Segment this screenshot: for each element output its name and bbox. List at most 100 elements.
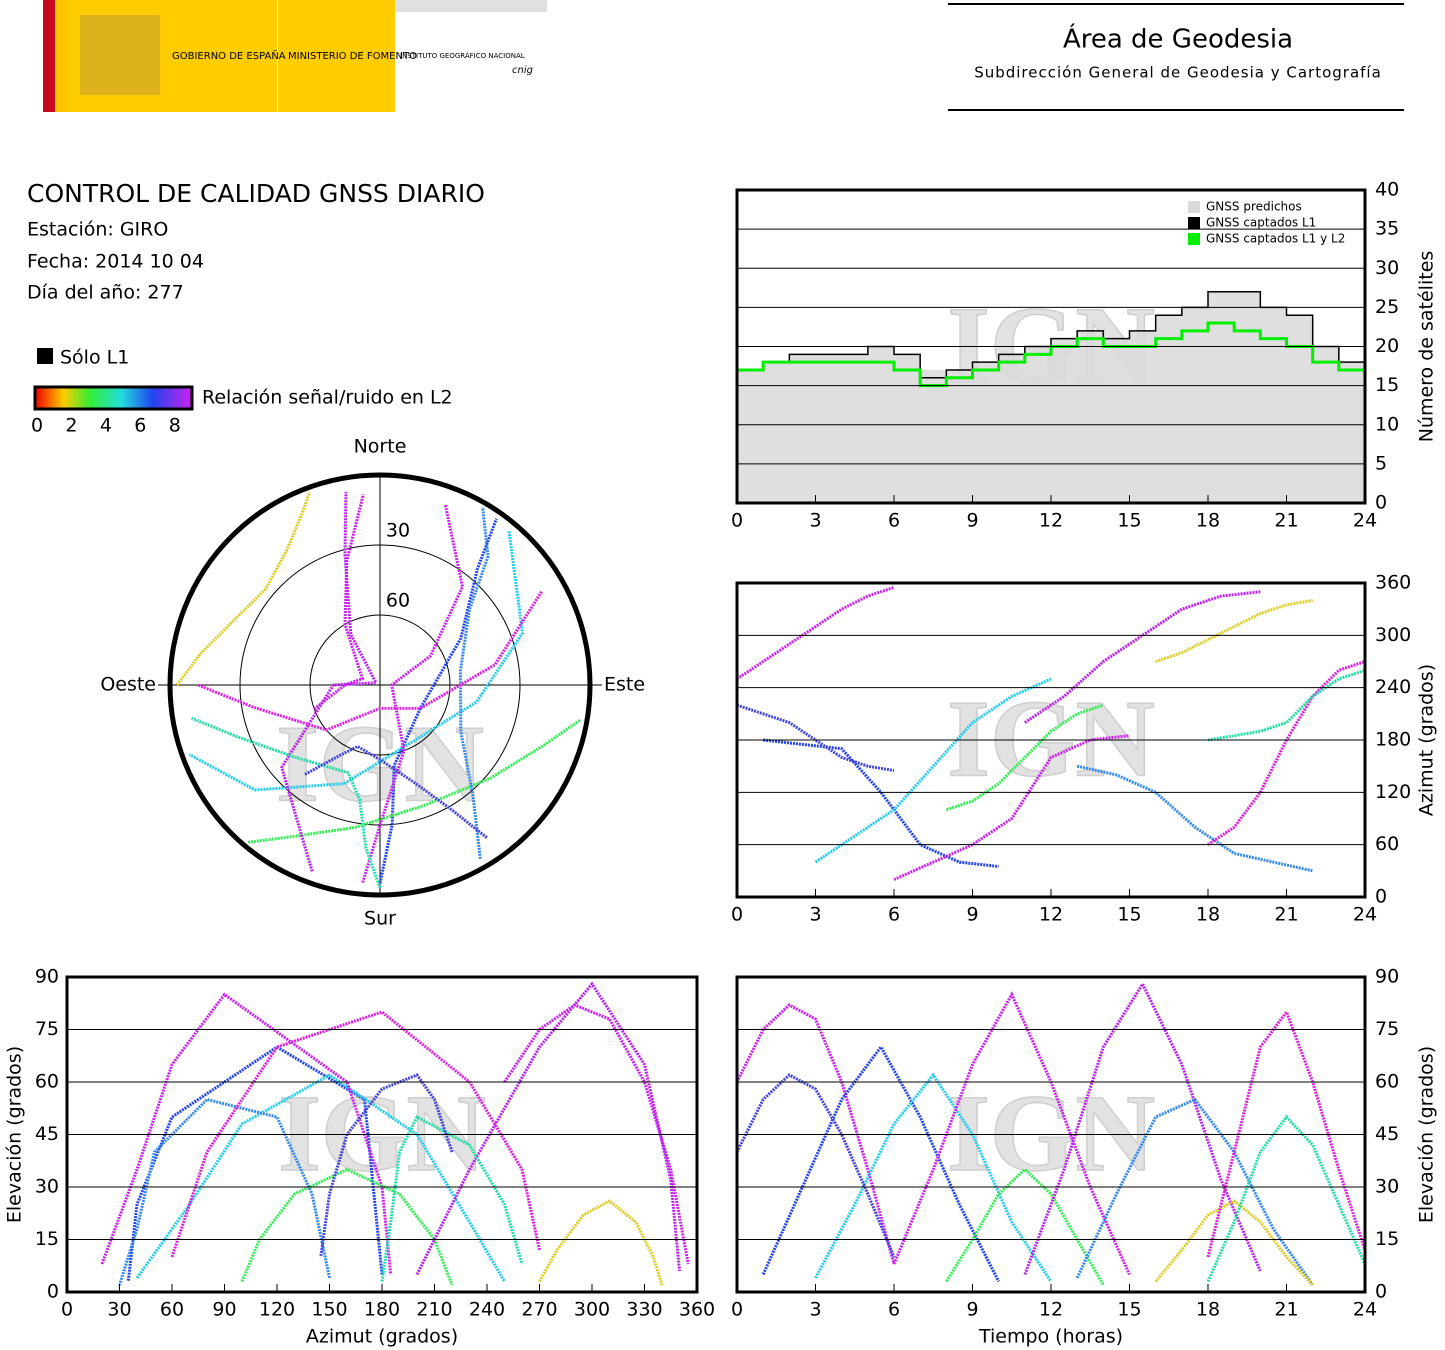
chart: IGN051015202530354003691215182124Número … bbox=[731, 179, 1438, 532]
y-tick-label: 75 bbox=[35, 1018, 59, 1040]
satellite-track bbox=[175, 491, 312, 686]
plot-frame bbox=[735, 188, 1367, 505]
y-tick-label: 300 bbox=[1375, 624, 1411, 646]
x-tick-label: 270 bbox=[521, 1299, 557, 1321]
satellite-track bbox=[378, 518, 498, 884]
x-tick-label: 0 bbox=[731, 1299, 743, 1321]
y-tick-label: 360 bbox=[1375, 572, 1411, 594]
y-axis-label: Elevación (grados) bbox=[1416, 1046, 1438, 1223]
gov-name: GOBIERNO DE ESPAÑA bbox=[172, 49, 286, 62]
x-tick-label: 24 bbox=[1353, 510, 1377, 532]
x-tick-label: 210 bbox=[416, 1299, 452, 1321]
satellite-track bbox=[538, 1199, 664, 1286]
y-tick-label: 15 bbox=[1375, 374, 1399, 396]
satellite-track bbox=[280, 491, 379, 872]
snr-tick-label: 2 bbox=[65, 415, 77, 437]
y-tick-label: 0 bbox=[1375, 886, 1387, 908]
satellite-track bbox=[1023, 590, 1261, 724]
satellite-track bbox=[1206, 1008, 1367, 1258]
horizon bbox=[167, 472, 593, 898]
satellite-track bbox=[313, 494, 365, 711]
satellite-track bbox=[415, 981, 681, 1276]
satellite-track bbox=[197, 590, 543, 732]
x-tick-label: 21 bbox=[1274, 510, 1298, 532]
plot-frame bbox=[735, 975, 1367, 1294]
coat-of-arms bbox=[80, 15, 160, 95]
legend-swatch bbox=[1188, 217, 1200, 229]
snr-tick-label: 6 bbox=[134, 415, 146, 437]
y-tick-label: 45 bbox=[1375, 1123, 1399, 1145]
x-tick-label: 21 bbox=[1274, 1299, 1298, 1321]
legend-swatch bbox=[1188, 201, 1200, 213]
x-tick-label: 3 bbox=[809, 1299, 821, 1321]
y-tick-label: 75 bbox=[1375, 1018, 1399, 1040]
x-tick-label: 3 bbox=[809, 904, 821, 926]
area-title: Área de Geodesia bbox=[1063, 23, 1293, 55]
satellite-track bbox=[458, 507, 490, 859]
north-label: Norte bbox=[354, 436, 407, 458]
subdirection: Subdirección General de Geodesia y Carto… bbox=[974, 64, 1382, 82]
x-tick-label: 120 bbox=[259, 1299, 295, 1321]
satellite-track bbox=[380, 1114, 524, 1282]
x-tick-label: 24 bbox=[1353, 904, 1377, 926]
satellite-track bbox=[1154, 1199, 1314, 1287]
y-tick-label: 40 bbox=[1375, 179, 1399, 201]
plot-frame bbox=[65, 975, 699, 1294]
institute-name: INSTITUTO GEOGRÁFICO NACIONAL bbox=[400, 51, 525, 60]
satellite-track bbox=[1207, 660, 1366, 846]
x-tick-label: 12 bbox=[1039, 1299, 1063, 1321]
satellite-track bbox=[814, 1072, 1053, 1283]
y-tick-label: 10 bbox=[1375, 413, 1399, 435]
y-tick-label: 30 bbox=[1375, 1176, 1399, 1198]
x-tick-label: 6 bbox=[888, 510, 900, 532]
legend-entry: GNSS predichos bbox=[1206, 200, 1302, 214]
satellite-track bbox=[118, 1097, 331, 1286]
snr-colorbar bbox=[33, 385, 194, 411]
x-tick-label: 240 bbox=[469, 1299, 505, 1321]
flag-stripe bbox=[43, 0, 55, 112]
y-tick-label: 15 bbox=[1375, 1228, 1399, 1250]
x-tick-label: 360 bbox=[679, 1299, 715, 1321]
west-label: Oeste bbox=[100, 674, 156, 696]
y-axis-label: Número de satélites bbox=[1416, 251, 1438, 443]
x-tick-label: 21 bbox=[1274, 904, 1298, 926]
ign-bar bbox=[395, 0, 547, 12]
south-label: Sur bbox=[364, 908, 396, 930]
chart: IGN 0 60 120 180 240 300 360 0 3 6 9 12 15 18 21 24 Azimu… bbox=[731, 572, 1438, 926]
y-tick-label: 30 bbox=[35, 1176, 59, 1198]
satellite-track bbox=[191, 716, 382, 889]
watermark: IGN bbox=[947, 677, 1155, 799]
x-tick-label: 15 bbox=[1117, 904, 1141, 926]
y-tick-label: 90 bbox=[1375, 966, 1399, 988]
y-axis-label: Elevación (grados) bbox=[4, 1046, 26, 1223]
snr-tick-label: 4 bbox=[100, 415, 112, 437]
x-tick-label: 0 bbox=[731, 904, 743, 926]
y-tick-label: 240 bbox=[1375, 676, 1411, 698]
x-tick-label: 12 bbox=[1039, 904, 1063, 926]
ministry-name: MINISTERIO DE FOMENTO bbox=[288, 51, 417, 62]
y-axis-label: Azimut (grados) bbox=[1416, 664, 1438, 816]
x-tick-label: 30 bbox=[107, 1299, 131, 1321]
satellite-track bbox=[1076, 764, 1313, 873]
x-tick-label: 18 bbox=[1196, 510, 1220, 532]
plot-area bbox=[736, 585, 1366, 881]
predicted-area bbox=[737, 291, 1365, 503]
info: CONTROL DE CALIDAD GNSS DIARIO Estación:… bbox=[27, 179, 485, 411]
x-tick-label: 60 bbox=[160, 1299, 184, 1321]
snr-tick-label: 8 bbox=[169, 415, 181, 437]
y-tick-label: 45 bbox=[35, 1123, 59, 1145]
x-tick-label: 300 bbox=[574, 1299, 610, 1321]
y-tick-label: 0 bbox=[1375, 492, 1387, 514]
satellite-track bbox=[1023, 980, 1262, 1276]
satellite-track bbox=[1075, 1097, 1314, 1286]
satellite-track bbox=[361, 504, 465, 884]
chart: IGN 0 15 30 45 60 75 90 0 30 60 90 120 150 180 210 240 27… bbox=[4, 966, 716, 1348]
x-tick-label: 6 bbox=[888, 904, 900, 926]
y-tick-label: 120 bbox=[1375, 781, 1411, 803]
x-tick-label: 0 bbox=[61, 1299, 73, 1321]
y-tick-label: 180 bbox=[1375, 729, 1411, 751]
y-tick-label: 5 bbox=[1375, 452, 1387, 474]
snr-label: Relación señal/ruido en L2 bbox=[202, 387, 453, 409]
